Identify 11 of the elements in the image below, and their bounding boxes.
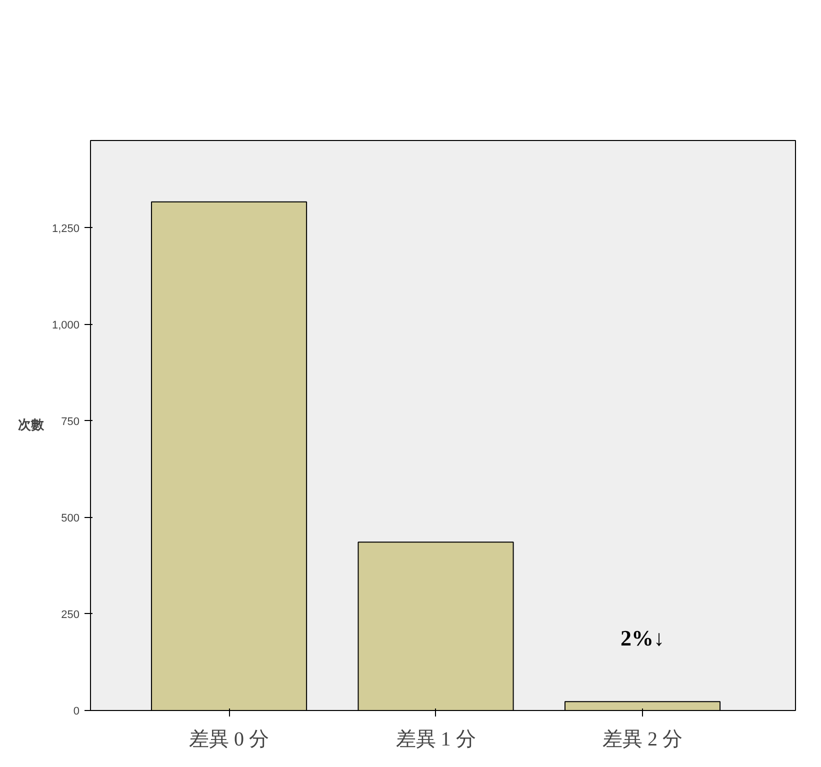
y-tick-label: 500 [61,512,80,524]
x-tick-label: 差異 0 分 [189,728,270,750]
y-tick-label: 1,000 [52,319,80,332]
annotation: 2%↓ [620,626,665,650]
y-tick-label: 250 [61,608,80,621]
y-tick-label: 0 [73,706,80,718]
y-tick-label: 1,250 [52,222,80,235]
y-axis-title: 次數 [18,418,45,433]
y-tick-label: 750 [61,416,80,428]
x-tick-label: 差異 1 分 [396,728,476,750]
x-tick-label: 差異 2 分 [602,728,683,750]
